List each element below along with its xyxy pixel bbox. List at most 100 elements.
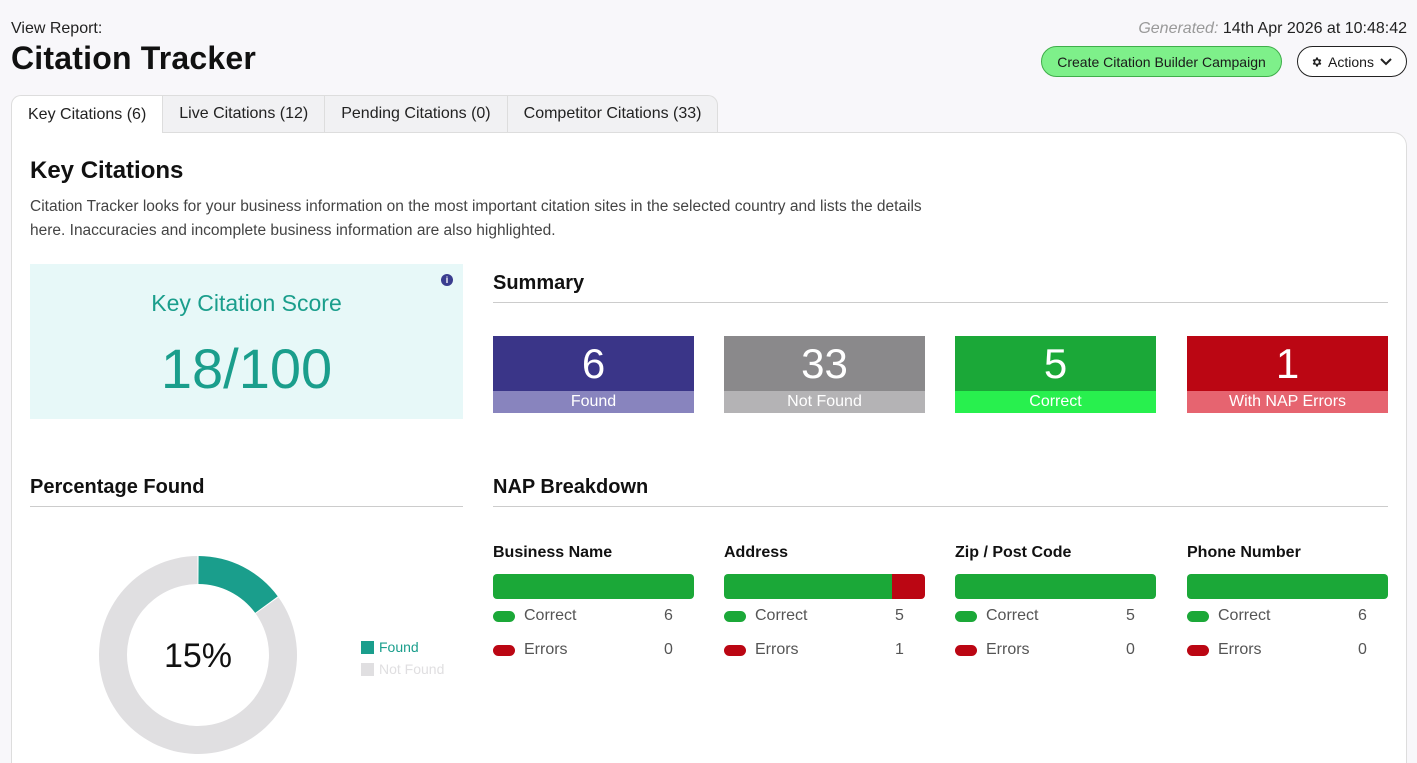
stat-not-found: 33 Not Found <box>724 336 925 413</box>
content-panel <box>11 132 1407 763</box>
percentage-found-title: Percentage Found <box>30 476 205 498</box>
nap-bar <box>493 574 694 599</box>
nap-correct-row: Correct 6 <box>1187 599 1388 633</box>
legend-label: Not Found <box>379 661 445 677</box>
nap-column-title: Phone Number <box>1187 544 1301 561</box>
nap-column-title: Business Name <box>493 544 613 561</box>
percentage-divider <box>30 506 463 507</box>
nap-bar-error-segment <box>891 574 925 599</box>
correct-label: Correct <box>986 607 1039 624</box>
nap-errors-row: Errors 0 <box>955 633 1156 667</box>
correct-label: Correct <box>1218 607 1271 624</box>
errors-count: 0 <box>664 641 673 658</box>
nap-correct-row: Correct 5 <box>955 599 1156 633</box>
generated-timestamp: Generated: 14th Apr 2026 at 10:48:42 <box>1138 20 1407 38</box>
tab-live-citations[interactable]: Live Citations (12) <box>162 95 326 132</box>
error-pill <box>1187 644 1209 656</box>
errors-label: Errors <box>755 641 799 658</box>
legend-swatch <box>361 640 374 654</box>
errors-label: Errors <box>524 641 568 658</box>
legend-item-found[interactable]: Found <box>361 636 444 658</box>
stat-label: Not Found <box>724 391 925 413</box>
correct-count: 5 <box>1126 607 1135 624</box>
chevron-down-icon <box>1380 57 1392 65</box>
legend-label: Found <box>379 639 419 655</box>
correct-count: 6 <box>1358 607 1367 624</box>
correct-pill <box>724 610 746 622</box>
nap-breakdown-title: NAP Breakdown <box>493 476 649 498</box>
correct-pill <box>1187 610 1209 622</box>
correct-label: Correct <box>524 607 577 624</box>
nap-correct-row: Correct 6 <box>493 599 694 633</box>
stat-correct: 5 Correct <box>955 336 1156 413</box>
donut-center-label: 15% <box>164 637 232 675</box>
stat-value: 5 <box>955 336 1156 391</box>
nap-column-zip-post-code: Zip / Post Code Correct 5 Errors 0 <box>955 544 1156 667</box>
section-description: Citation Tracker looks for your business… <box>30 198 922 239</box>
nap-column-title: Zip / Post Code <box>955 544 1072 561</box>
nap-column-address: Address Correct 5 Errors 1 <box>724 544 925 667</box>
error-pill <box>955 644 977 656</box>
key-citation-score-card: i Key Citation Score 18/100 <box>30 264 463 419</box>
tab-competitor-citations[interactable]: Competitor Citations (33) <box>506 95 719 132</box>
correct-pill <box>955 610 977 622</box>
nap-correct-row: Correct 5 <box>724 599 925 633</box>
info-icon[interactable]: i <box>441 274 453 286</box>
nap-bar <box>1187 574 1388 599</box>
nap-bar-correct-segment <box>955 574 1156 599</box>
correct-pill <box>493 610 515 622</box>
nap-errors-row: Errors 0 <box>1187 633 1388 667</box>
legend-item-not-found[interactable]: Not Found <box>361 658 444 680</box>
nap-column-phone-number: Phone Number Correct 6 Errors 0 <box>1187 544 1388 667</box>
stat-label: Found <box>493 391 694 413</box>
correct-count: 5 <box>895 607 904 624</box>
score-value: 18/100 <box>160 337 333 400</box>
stat-label: With NAP Errors <box>1187 391 1388 413</box>
errors-count: 1 <box>895 641 904 658</box>
nap-bar <box>724 574 925 599</box>
summary-title: Summary <box>493 272 585 294</box>
nap-bar <box>955 574 1156 599</box>
generated-label: Generated: <box>1138 20 1219 37</box>
tab-pending-citations[interactable]: Pending Citations (0) <box>324 95 508 132</box>
nap-bar-correct-segment <box>493 574 694 599</box>
generated-value: 14th Apr 2026 at 10:48:42 <box>1222 20 1407 37</box>
chart-legend: Found Not Found <box>361 636 444 680</box>
correct-label: Correct <box>755 607 808 624</box>
actions-label: Actions <box>1328 53 1374 70</box>
create-campaign-button[interactable]: Create Citation Builder Campaign <box>1041 46 1282 77</box>
nap-errors-row: Errors 1 <box>724 633 925 667</box>
section-title: Key Citations <box>30 157 184 184</box>
donut-slice-found[interactable] <box>198 556 278 613</box>
stat-found: 6 Found <box>493 336 694 413</box>
error-pill <box>724 644 746 656</box>
nap-bar-correct-segment <box>724 574 892 599</box>
actions-button[interactable]: Actions <box>1297 46 1407 77</box>
errors-label: Errors <box>986 641 1030 658</box>
stat-value: 6 <box>493 336 694 391</box>
error-pill <box>493 644 515 656</box>
errors-count: 0 <box>1126 641 1135 658</box>
nap-column-title: Address <box>724 544 789 561</box>
view-report-label: View Report: <box>11 20 103 37</box>
score-label: Key Citation Score <box>151 290 342 316</box>
stat-value: 1 <box>1187 336 1388 391</box>
stat-label: Correct <box>955 391 1156 413</box>
nap-divider <box>493 506 1388 507</box>
errors-label: Errors <box>1218 641 1262 658</box>
correct-count: 6 <box>664 607 673 624</box>
errors-count: 0 <box>1358 641 1367 658</box>
gear-icon <box>1312 57 1322 66</box>
summary-divider <box>493 302 1388 303</box>
legend-swatch <box>361 662 374 676</box>
tab-bar: Key Citations (6) Live Citations (12) Pe… <box>11 95 719 133</box>
page-header: View Report: Citation Tracker <box>11 20 256 77</box>
nap-bar-correct-segment <box>1187 574 1388 599</box>
percentage-donut-chart: 15% <box>99 556 298 754</box>
page-title: Citation Tracker <box>11 40 257 76</box>
nap-errors-row: Errors 0 <box>493 633 694 667</box>
nap-column-business-name: Business Name Correct 6 Errors 0 <box>493 544 694 667</box>
tab-key-citations[interactable]: Key Citations (6) <box>11 95 164 133</box>
stat-value: 33 <box>724 336 925 391</box>
stat-nap-errors: 1 With NAP Errors <box>1187 336 1388 413</box>
